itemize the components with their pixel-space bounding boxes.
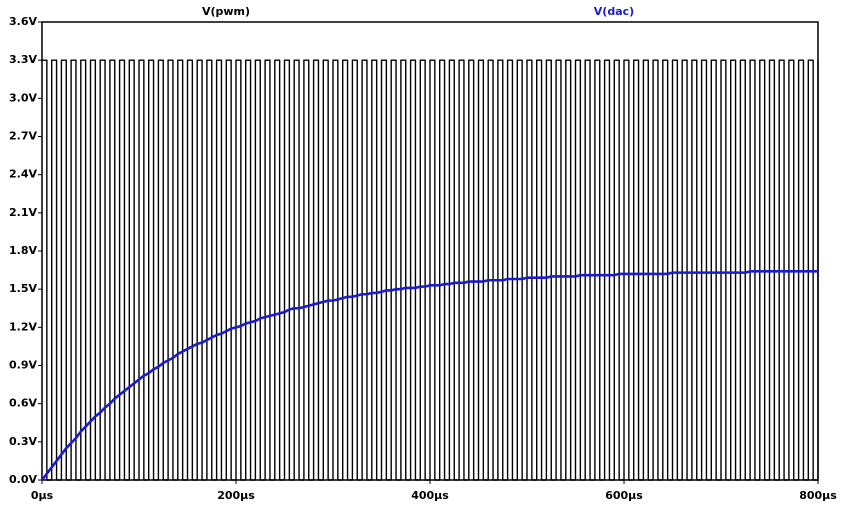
y-tick-label: 3.0V — [9, 91, 37, 104]
y-tick-label: 3.6V — [9, 15, 37, 28]
y-tick-label: 1.5V — [9, 282, 37, 295]
y-tick-label: 2.4V — [9, 168, 37, 181]
y-tick-label: 2.1V — [9, 206, 37, 219]
trace — [40, 270, 818, 481]
x-tick-label: 0µs — [31, 489, 54, 502]
y-tick-label: 1.2V — [9, 320, 37, 333]
trace — [42, 59, 819, 481]
y-tick-label: 0.9V — [9, 359, 37, 372]
y-tick-label: 0.0V — [9, 473, 37, 486]
trace-label: V(pwm) — [202, 5, 250, 18]
y-tick-label: 3.3V — [9, 53, 37, 66]
x-tick-label: 400µs — [411, 489, 449, 502]
y-tick-label: 1.8V — [9, 244, 37, 257]
y-tick-label: 0.3V — [9, 435, 37, 448]
trace-label: V(dac) — [594, 5, 634, 18]
x-tick-label: 200µs — [217, 489, 255, 502]
y-tick-label: 0.6V — [9, 397, 37, 410]
y-tick-label: 2.7V — [9, 130, 37, 143]
x-tick-label: 800µs — [799, 489, 837, 502]
x-tick-label: 600µs — [605, 489, 643, 502]
